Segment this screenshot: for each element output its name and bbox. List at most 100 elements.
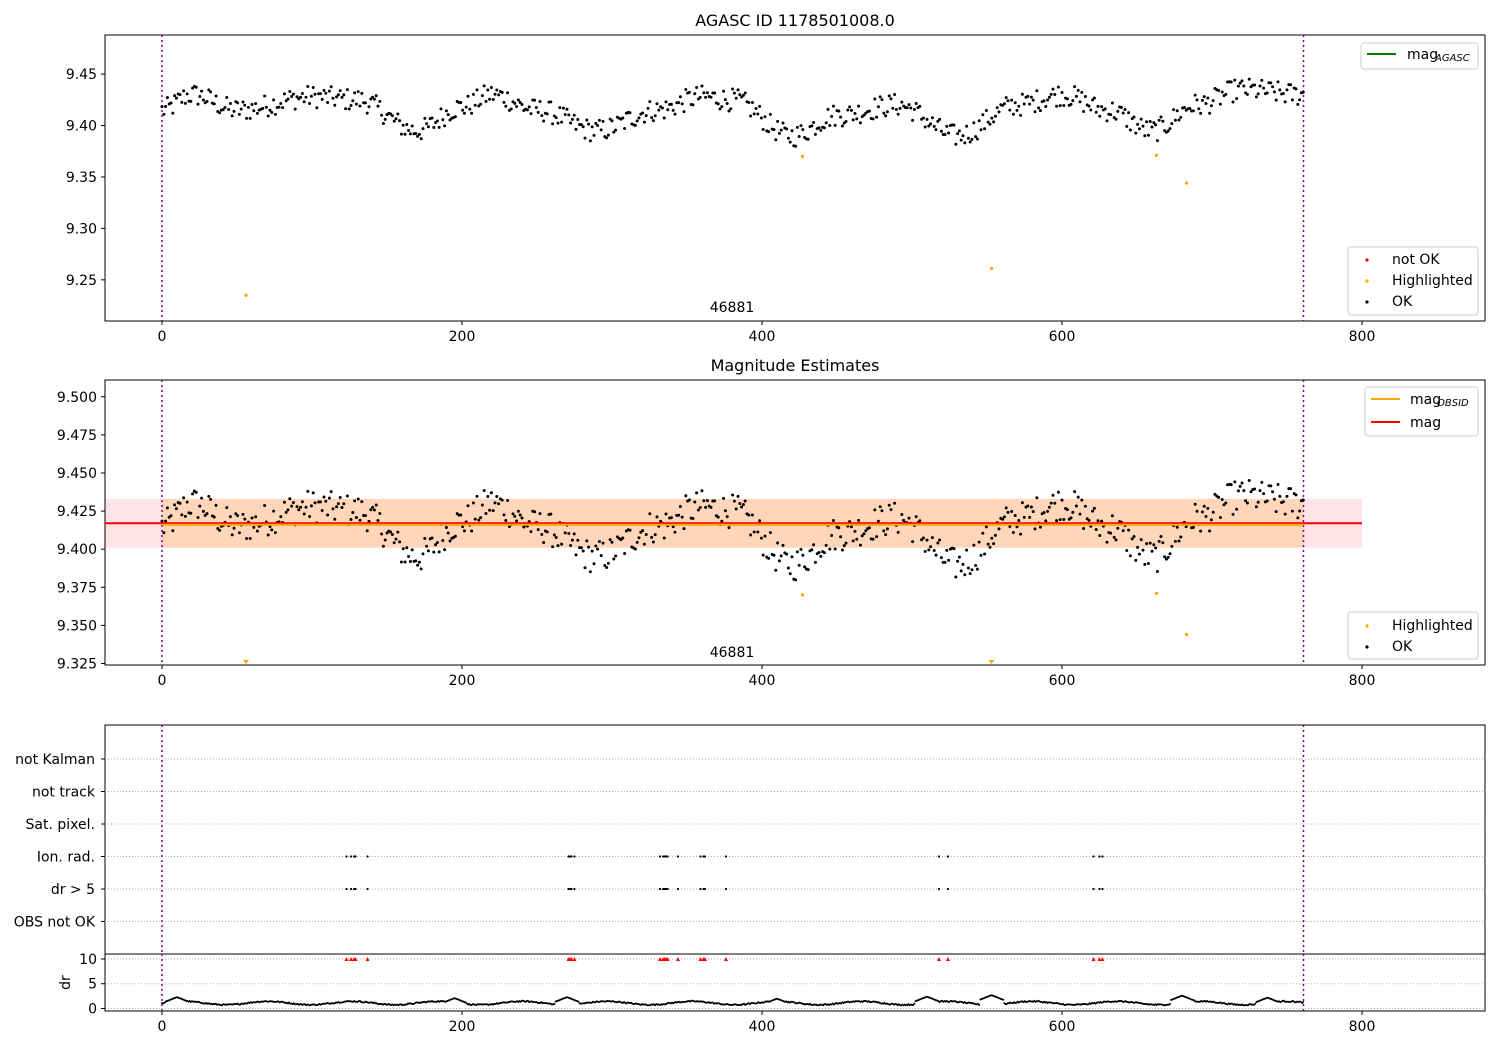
p2-ok-point — [191, 492, 195, 496]
p1-ok-point — [731, 87, 735, 91]
p2-ok-point — [1244, 499, 1248, 503]
p1-ok-point — [1037, 106, 1041, 110]
p2-ok-point — [444, 525, 448, 529]
p2-ok-point — [504, 519, 508, 523]
p2-ok-point — [576, 538, 580, 542]
p2-ok-point — [1173, 539, 1177, 543]
p1-ok-point — [266, 114, 270, 118]
p2-ok-point — [326, 513, 330, 517]
p2-ok-point — [336, 502, 340, 506]
p2-xtick-label: 200 — [449, 673, 476, 689]
p4-clipped-dr-marker — [658, 956, 662, 961]
p1-ok-point — [560, 120, 564, 124]
p2-ok-point — [1042, 511, 1046, 515]
p2-ok-point — [945, 548, 949, 552]
p1-ok-point — [405, 123, 409, 127]
p1-ok-point — [349, 103, 353, 107]
p2-ok-point — [725, 515, 729, 519]
p1-ok-point — [1195, 98, 1199, 102]
p2-ok-point — [243, 517, 247, 521]
p2-ok-point — [212, 515, 216, 519]
p2-ok-point — [563, 531, 567, 535]
p2-ok-point — [889, 508, 893, 512]
p2-ok-point — [1177, 539, 1181, 543]
p1-ok-point — [313, 92, 317, 96]
p2-ok-point — [776, 541, 780, 545]
p2-ok-point — [902, 518, 906, 522]
p1-ok-point — [635, 119, 639, 123]
p1-ok-point — [1058, 104, 1062, 108]
p1-ok-point — [727, 109, 731, 113]
p1-ok-point — [396, 112, 400, 116]
p3-flag-point — [946, 887, 950, 891]
p1-ok-point — [722, 89, 726, 93]
p2-ok-point — [286, 508, 290, 512]
p1-ok-point — [887, 94, 891, 98]
p1-ok-point — [1170, 122, 1174, 126]
p2-ok-point — [290, 504, 294, 508]
p2-ok-point — [984, 525, 988, 529]
p2-ok-point — [466, 504, 470, 508]
p2-ok-point — [533, 510, 537, 514]
p2-ok-point — [327, 496, 331, 500]
p3-flag-point — [676, 887, 680, 891]
p2-ok-point — [252, 525, 256, 529]
p1-ok-point — [1254, 95, 1258, 99]
p1-ok-point — [666, 108, 670, 112]
p2-ok-point — [669, 516, 673, 520]
p2-ok-point — [651, 540, 655, 544]
p1-ok-point — [943, 132, 947, 136]
p2-ok-point — [360, 500, 364, 504]
p2-ok-point — [432, 550, 436, 554]
p2-ok-point — [491, 509, 495, 513]
p1-ok-point — [504, 104, 508, 108]
p1-ok-point — [367, 105, 371, 109]
p1-ok-point — [1236, 84, 1240, 88]
p4-clipped-dr-marker — [572, 956, 577, 961]
p2-ok-point — [320, 508, 324, 512]
p1-ok-point — [281, 106, 285, 110]
p4-dr-point — [553, 1003, 556, 1006]
p1-ok-point — [201, 98, 205, 102]
p2-ok-point — [174, 507, 178, 511]
p1-ok-point — [939, 129, 943, 133]
p2-ok-point — [968, 572, 972, 576]
p1-ok-point — [1289, 83, 1293, 87]
p1-ok-point — [875, 115, 879, 119]
p2-ok-point — [349, 517, 353, 521]
p2-ok-point — [840, 548, 844, 552]
p2-ok-point — [871, 537, 875, 541]
p2-ok-point — [876, 519, 880, 523]
p2-ok-point — [758, 519, 762, 523]
p1-ok-point — [650, 116, 654, 120]
p1-ok-point — [189, 99, 193, 103]
p2-ok-point — [304, 505, 308, 509]
p2-ok-point — [1256, 500, 1260, 504]
p2-ok-point — [405, 546, 409, 550]
p3-flag-point — [1101, 887, 1104, 891]
p2-ok-point — [1231, 512, 1235, 516]
p1-xtick-label: 0 — [158, 329, 167, 345]
p2-ok-point — [772, 553, 776, 557]
p1-highlighted-point — [1184, 181, 1189, 185]
p1-ok-point — [236, 101, 240, 105]
p2-ok-point — [473, 517, 477, 521]
p2-ok-point — [1276, 483, 1280, 487]
p1-ok-point — [264, 105, 268, 109]
p2-ok-point — [1055, 519, 1059, 523]
p1-ok-point — [342, 93, 346, 97]
p2-ok-point — [237, 531, 241, 535]
p2-ok-point — [833, 547, 837, 551]
p2-ok-point — [268, 525, 272, 529]
p2-ok-point — [880, 509, 884, 513]
p2-ok-point — [696, 508, 700, 512]
p2-ok-point — [777, 559, 781, 563]
p2-ok-point — [747, 513, 751, 517]
p2-ok-point — [588, 570, 592, 574]
p1-ok-point — [509, 107, 513, 111]
p2-ok-point — [977, 540, 981, 544]
p4-dr-point — [913, 1002, 916, 1005]
p1-ok-point — [851, 118, 855, 122]
p2-ytick-label: 9.475 — [57, 428, 97, 444]
p1-ok-point — [439, 107, 443, 111]
